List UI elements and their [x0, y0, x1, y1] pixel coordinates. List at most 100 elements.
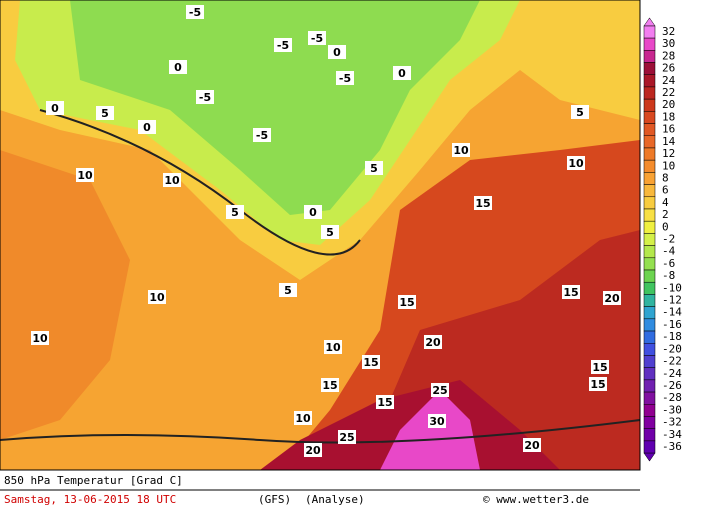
map-frame	[0, 0, 641, 471]
label-box	[46, 101, 64, 115]
field-orange-dark	[0, 150, 130, 440]
legend-cell	[643, 74, 656, 88]
map-date: Samstag, 13-06-2015 18 UTC	[4, 493, 176, 506]
label-box	[523, 438, 541, 452]
legend-cell	[643, 159, 656, 173]
field-green	[70, 0, 480, 215]
legend-cell	[643, 269, 656, 283]
legend-cell	[643, 416, 656, 429]
legend-cell	[643, 318, 656, 332]
contour-label: 15	[475, 197, 490, 210]
contour-label: 15	[322, 379, 337, 392]
contour-label: -5	[339, 72, 351, 85]
legend-tick-label: -12	[662, 294, 682, 307]
contour-label: 5	[576, 106, 584, 119]
label-box	[138, 120, 156, 134]
legend-tick-label: -30	[662, 403, 682, 416]
legend-tick-label: 24	[662, 74, 676, 87]
legend-tick-label: -14	[662, 306, 682, 319]
legend-tick-label: 18	[662, 110, 675, 123]
legend-tick-label: -24	[662, 367, 682, 380]
contour-label: -5	[256, 129, 268, 142]
label-box	[474, 196, 492, 210]
legend-cell	[643, 294, 656, 307]
legend-tick-label: 6	[662, 184, 669, 197]
label-box	[591, 360, 609, 374]
contour-label: 20	[305, 444, 321, 457]
label-box	[376, 395, 394, 409]
label-box	[589, 377, 607, 391]
contour-label: 15	[590, 378, 605, 391]
contour-label: 0	[143, 121, 151, 134]
legend-cell	[643, 111, 656, 124]
legend-tick-label: 12	[662, 147, 675, 160]
label-box	[253, 128, 271, 142]
legend-cell	[643, 281, 656, 295]
label-box	[226, 205, 244, 219]
legend-cell	[643, 25, 656, 39]
legend-tick-label: 4	[662, 196, 669, 209]
color-legend: 32302826242220181614121086420-2-4-6-8-10…	[643, 17, 682, 462]
label-box	[603, 291, 621, 305]
contour-label: 5	[101, 107, 109, 120]
label-box	[96, 106, 114, 120]
legend-tick-label: -6	[662, 257, 675, 270]
legend-cell	[643, 391, 656, 405]
contour-label: 0	[309, 206, 317, 219]
legend-arrow-top	[643, 17, 656, 27]
legend-cell	[643, 196, 656, 210]
legend-tick-label: -2	[662, 233, 675, 246]
contour-label: 20	[425, 336, 441, 349]
legend-tick-label: 30	[662, 37, 675, 50]
legend-tick-label: -4	[662, 245, 676, 258]
label-box	[398, 295, 416, 309]
map-title: 850 hPa Temperatur [Grad C]	[4, 474, 183, 487]
contour-label: 10	[295, 412, 311, 425]
legend-cell	[643, 428, 656, 442]
contour-label: 15	[592, 361, 607, 374]
contour-label: -5	[189, 6, 201, 19]
legend-cell	[643, 184, 656, 198]
legend-cell	[643, 379, 656, 393]
legend-tick-label: -32	[662, 416, 682, 429]
label-box	[393, 66, 411, 80]
label-box	[279, 283, 297, 297]
legend-tick-label: 16	[662, 123, 675, 136]
legend-cell	[643, 86, 656, 100]
label-box	[321, 225, 339, 239]
legend-cell	[643, 404, 656, 417]
contour-label: 0	[398, 67, 406, 80]
contour-label: 10	[77, 169, 93, 182]
contour-label: -5	[277, 39, 289, 52]
label-box	[76, 168, 94, 182]
label-box	[365, 161, 383, 175]
legend-tick-label: -28	[662, 391, 682, 404]
label-box	[452, 143, 470, 157]
contour-label: 20	[604, 292, 620, 305]
label-box	[169, 60, 187, 74]
legend-tick-label: -10	[662, 281, 682, 294]
legend-cell	[643, 306, 656, 320]
map-fields	[0, 0, 641, 470]
contour-label: 10	[325, 341, 341, 354]
label-box	[328, 45, 346, 59]
legend-tick-label: -20	[662, 342, 682, 355]
legend-cell	[643, 343, 656, 356]
contour-label: 15	[399, 296, 414, 309]
label-box	[304, 205, 322, 219]
label-box	[294, 411, 312, 425]
legend-cell	[643, 367, 656, 381]
legend-tick-label: 14	[662, 135, 676, 148]
contour-label: 10	[149, 291, 165, 304]
label-box	[274, 38, 292, 52]
contour-label: 0	[51, 102, 59, 115]
legend-cell	[643, 440, 656, 454]
contour-label: -5	[311, 32, 323, 45]
contour-label: 5	[231, 206, 239, 219]
contour-label: 10	[32, 332, 48, 345]
legend-tick-label: 10	[662, 159, 675, 172]
contour-label: 10	[453, 144, 469, 157]
contour-label: 30	[429, 415, 445, 428]
legend-tick-label: -22	[662, 355, 682, 368]
legend-cell	[643, 220, 656, 234]
